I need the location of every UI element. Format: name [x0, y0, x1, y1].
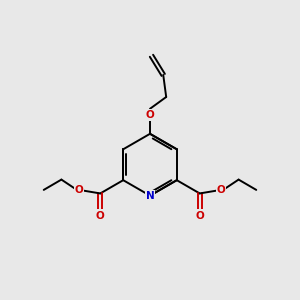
Text: O: O — [146, 110, 154, 120]
Text: O: O — [75, 185, 83, 195]
Text: O: O — [96, 211, 105, 220]
Text: O: O — [195, 211, 204, 220]
Text: N: N — [146, 190, 154, 201]
Text: O: O — [217, 185, 225, 195]
